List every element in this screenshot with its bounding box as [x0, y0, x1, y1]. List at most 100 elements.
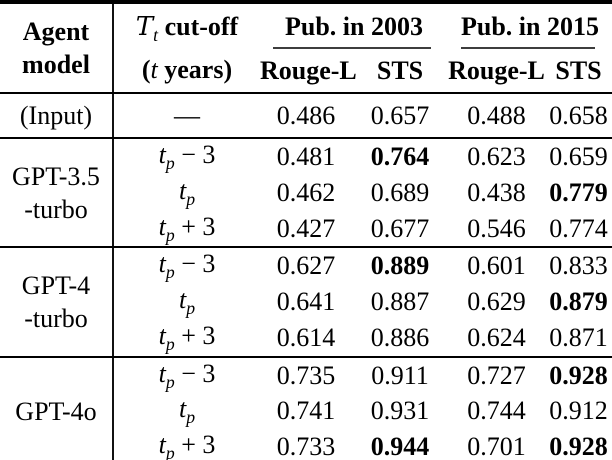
cutoff-offset: + 3 — [181, 320, 216, 350]
group-header-2003: Pub. in 2003 — [260, 0, 448, 49]
p-subscript: p — [165, 334, 175, 355]
value-cell: 0.658 — [545, 93, 612, 139]
value-cell: 0.657 — [352, 93, 448, 139]
table-row: GPT-4o tp − 3 0.735 0.911 0.727 0.928 — [0, 356, 612, 460]
model-name-line2: -turbo — [24, 303, 88, 333]
cutoff-offset: − 3 — [181, 358, 216, 388]
t-p-variable: t — [158, 320, 166, 350]
value-cell: 0.641 — [276, 287, 336, 317]
cutoff-cell: tp — [113, 175, 260, 211]
table-row: GPT-4 -turbo tp − 3 0.627 0.889 0.601 0.… — [0, 247, 612, 358]
agent-header-line1: Agent — [22, 17, 90, 46]
cutoff-cell: tp − 3 — [113, 138, 260, 175]
cutoff-header-line1: Tt cut-off — [114, 10, 260, 52]
t-p-variable: t — [158, 358, 166, 388]
value-cell: 0.871 — [545, 319, 612, 358]
subheader-rouge-l-2015: Rouge-L — [448, 49, 545, 94]
value-cell: 0.764 — [370, 142, 430, 172]
value-cell: 0.627 — [276, 251, 336, 281]
value-cell: 0.931 — [370, 396, 430, 426]
value-cell: 0.481 — [276, 142, 336, 172]
subheader-sts-2003: STS — [352, 49, 448, 94]
cutoff-dash: — — [174, 100, 200, 130]
cutoff-cell: tp — [113, 393, 260, 429]
p-subscript: p — [186, 298, 196, 319]
value-cell: 0.546 — [448, 210, 545, 249]
value-cell: 0.889 — [370, 251, 430, 281]
table-row: tp + 3 0.614 0.886 0.624 0.871 — [0, 319, 612, 358]
model-cell-gpt4o: GPT-4o — [0, 356, 114, 460]
value-cell: 0.629 — [467, 287, 526, 317]
p-subscript: p — [186, 407, 196, 428]
value-cell: 0.614 — [260, 319, 352, 358]
value-cell: 0.887 — [370, 287, 430, 317]
p-subscript: p — [165, 153, 175, 174]
value-cell: 0.601 — [467, 251, 526, 281]
group-header-2015: Pub. in 2015 — [448, 0, 612, 49]
p-subscript: p — [165, 371, 175, 392]
value-cell: 0.944 — [352, 429, 448, 460]
cutoff-cell: tp + 3 — [113, 319, 260, 358]
t-p-variable: t — [158, 211, 166, 241]
t-p-variable: t — [178, 175, 187, 205]
cutoff-cell: tp − 3 — [113, 247, 260, 284]
cutoff-cell: tp — [113, 284, 260, 320]
table-row-input: (Input) — 0.486 0.657 0.488 0.658 — [0, 93, 612, 139]
value-cell: 0.928 — [549, 360, 608, 390]
agent-model-header: Agent model — [0, 0, 114, 94]
value-cell: 0.779 — [549, 177, 608, 207]
t-p-variable: t — [178, 285, 187, 315]
t-p-variable: t — [178, 394, 187, 424]
cutoff-header: Tt cut-off (t years) — [113, 0, 260, 94]
p-subscript: p — [165, 443, 175, 460]
value-cell: 0.624 — [448, 319, 545, 358]
group-header-2003-label: Pub. in 2003 — [285, 12, 423, 41]
table-row: tp 0.741 0.931 0.744 0.912 — [0, 393, 612, 429]
value-cell: 0.774 — [545, 210, 612, 249]
value-cell: 0.623 — [467, 142, 526, 172]
p-subscript: p — [186, 188, 196, 209]
cutoff-cell: tp + 3 — [113, 429, 260, 460]
subheader-rouge-l-2003: Rouge-L — [260, 49, 357, 94]
cutoff-offset: − 3 — [181, 249, 216, 279]
cutoff-cell: tp − 3 — [113, 357, 260, 394]
value-cell: 0.733 — [260, 429, 352, 460]
value-cell: 0.911 — [371, 360, 429, 390]
table-row: tp + 3 0.427 0.677 0.546 0.774 — [0, 210, 612, 249]
cutoff-header-line2: (t years) — [114, 53, 260, 86]
cutoff-cell: tp + 3 — [113, 210, 260, 249]
value-cell: 0.488 — [448, 93, 545, 139]
table-row: tp 0.641 0.887 0.629 0.879 — [0, 284, 612, 320]
cmidrule-2003 — [273, 46, 431, 49]
model-name-line1: GPT-4o — [15, 396, 97, 426]
t-p-variable: t — [158, 430, 166, 460]
cutoff-offset: − 3 — [181, 140, 216, 169]
cutoff-header-label: cut-off — [164, 12, 239, 42]
cutoff-offset: + 3 — [181, 211, 216, 241]
model-name-line2: -turbo — [24, 194, 88, 224]
value-cell: 0.833 — [549, 251, 608, 281]
p-subscript: p — [165, 224, 175, 245]
table-row: GPT-3.5 -turbo tp − 3 0.481 0.764 0.623 … — [0, 138, 612, 249]
value-cell: 0.727 — [467, 360, 526, 390]
value-cell: 0.912 — [549, 396, 608, 426]
value-cell: 0.735 — [276, 360, 336, 390]
paren-open: ( — [141, 54, 151, 84]
p-subscript: p — [165, 262, 175, 283]
model-cell-gpt4-turbo: GPT-4 -turbo — [0, 247, 114, 358]
t-variable: t — [150, 54, 158, 84]
value-cell: 0.659 — [549, 142, 608, 172]
value-cell: 0.462 — [276, 177, 336, 207]
value-cell: 0.879 — [549, 287, 608, 317]
value-cell: 0.438 — [467, 177, 526, 207]
years-label: years) — [157, 54, 233, 84]
cutoff-offset: + 3 — [181, 430, 216, 460]
header-row-groups: Agent model Tt cut-off (t years) Pub. in… — [0, 0, 612, 94]
t-p-variable: t — [158, 140, 166, 169]
model-cell-input: (Input) — [0, 93, 114, 139]
value-cell: 0.886 — [352, 319, 448, 358]
t-p-variable: t — [158, 249, 166, 279]
model-name-line1: GPT-3.5 — [12, 161, 100, 191]
